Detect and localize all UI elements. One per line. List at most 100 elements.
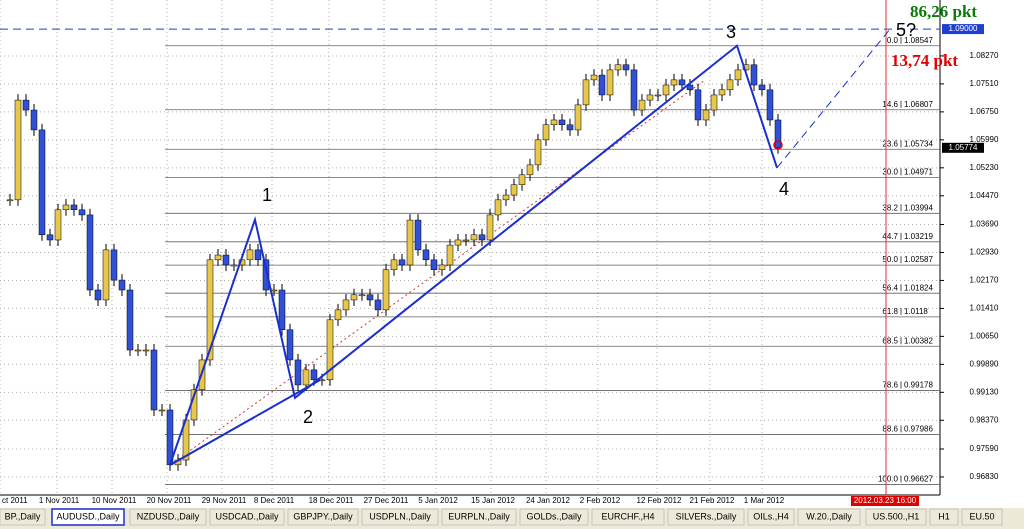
candle-body bbox=[750, 64, 758, 86]
chart-tab[interactable] bbox=[361, 508, 439, 526]
candle-body bbox=[510, 184, 518, 196]
candle-body bbox=[718, 89, 726, 96]
candle-body bbox=[230, 264, 238, 267]
candle-body bbox=[622, 64, 630, 71]
candle-body bbox=[758, 84, 766, 91]
candle-body bbox=[558, 119, 566, 126]
candle-body bbox=[246, 249, 254, 261]
chart-tab-label[interactable]: OILs.,H4 bbox=[753, 511, 789, 521]
chart-tab[interactable] bbox=[591, 508, 665, 526]
fib-price: 1.02587 bbox=[904, 255, 933, 264]
chart-tab-label[interactable]: AUDUSD.,Daily bbox=[56, 511, 120, 521]
candle-body bbox=[158, 409, 166, 412]
y-tick-label: 1.08270 bbox=[970, 51, 999, 60]
y-tick-label: 0.99130 bbox=[970, 387, 999, 396]
chart-tab[interactable] bbox=[865, 508, 927, 526]
candle-body bbox=[206, 259, 214, 361]
fib-price: 1.08547 bbox=[904, 36, 933, 45]
candle-body bbox=[526, 164, 534, 176]
chart-tab-label[interactable]: H1 bbox=[938, 511, 950, 521]
candle-body bbox=[118, 279, 126, 291]
chart-tab-label[interactable]: EURPLN.,Daily bbox=[448, 511, 510, 521]
alert-marker bbox=[773, 140, 783, 150]
y-tick-label: 1.01410 bbox=[970, 304, 999, 313]
fib-level: 30.0 bbox=[882, 167, 898, 176]
chart-tab-label[interactable]: NZDUSD.,Daily bbox=[137, 511, 200, 521]
x-tick-label: 5 Jan 2012 bbox=[418, 496, 458, 505]
candle-body bbox=[222, 254, 230, 266]
chart-tab-label[interactable]: BP.,Daily bbox=[5, 511, 41, 521]
candle-body bbox=[606, 69, 614, 96]
candle-body bbox=[70, 204, 78, 211]
annotation: 13,74 pkt bbox=[891, 51, 958, 70]
fib-level: 0.0 bbox=[887, 36, 899, 45]
chart-tab[interactable] bbox=[667, 508, 745, 526]
x-tick-label: 18 Dec 2011 bbox=[309, 496, 354, 505]
candle-body bbox=[486, 214, 494, 241]
fib-level: 44.7 bbox=[882, 232, 898, 241]
candle-body bbox=[638, 99, 646, 111]
price-marker-box bbox=[942, 24, 984, 35]
chart-tab-label[interactable]: USDCAD.,Daily bbox=[215, 511, 279, 521]
candle-body bbox=[278, 289, 286, 331]
candle-body bbox=[262, 259, 270, 291]
x-tick-label: 1 Nov 2011 bbox=[39, 496, 80, 505]
chart-tab[interactable] bbox=[519, 508, 589, 526]
wave-label: 1 bbox=[262, 185, 272, 205]
chart-tab[interactable] bbox=[747, 508, 795, 526]
candle-body bbox=[142, 349, 150, 352]
y-tick-label: 0.98370 bbox=[970, 415, 999, 424]
fib-level: 100.0 bbox=[878, 475, 899, 484]
chart-tab-label[interactable]: EURCHF.,H4 bbox=[601, 511, 654, 521]
fib-price: 1.01824 bbox=[904, 283, 933, 292]
chart-tab[interactable] bbox=[929, 508, 959, 526]
chart-tab-label[interactable]: US.500.,H1 bbox=[873, 511, 920, 521]
fib-level: 68.5 bbox=[882, 336, 898, 345]
chart-tab[interactable] bbox=[51, 508, 125, 526]
chart-tab[interactable] bbox=[441, 508, 517, 526]
x-tick-label: ct 2011 bbox=[2, 496, 28, 505]
chart-tab-label[interactable]: EU.50 bbox=[969, 511, 994, 521]
chart-tab[interactable] bbox=[0, 508, 46, 526]
candle-body bbox=[374, 299, 382, 311]
candle-body bbox=[390, 259, 398, 271]
x-tick-label: 29 Nov 2011 bbox=[202, 496, 247, 505]
chart-tab[interactable] bbox=[961, 508, 1003, 526]
y-tick-label: 1.05230 bbox=[970, 163, 999, 172]
price-marker-box bbox=[942, 142, 984, 153]
chart-tab-label[interactable]: USDPLN.,Daily bbox=[369, 511, 431, 521]
candle-body bbox=[38, 129, 46, 236]
fib-price: 1.00382 bbox=[904, 336, 933, 345]
chart-tab-label[interactable]: GOLDs.,Daily bbox=[526, 511, 582, 521]
candle-body bbox=[742, 64, 750, 71]
candle-body bbox=[334, 309, 342, 321]
chart-tab[interactable] bbox=[209, 508, 285, 526]
candle-body bbox=[454, 239, 462, 246]
candle-body bbox=[286, 329, 294, 361]
chart-tab[interactable] bbox=[287, 508, 359, 526]
candle-body bbox=[670, 79, 678, 86]
annotation: 86,26 pkt bbox=[910, 2, 977, 21]
y-tick-label: 0.97590 bbox=[970, 444, 999, 453]
fib-price: 1.04971 bbox=[904, 167, 933, 176]
chart-tab-label[interactable]: SILVERs.,Daily bbox=[676, 511, 737, 521]
candle-body bbox=[358, 294, 366, 297]
chart-tab[interactable] bbox=[797, 508, 861, 526]
candle-body bbox=[14, 99, 22, 201]
x-tick-label: 1 Mar 2012 bbox=[744, 496, 785, 505]
fib-level: 23.6 bbox=[882, 139, 898, 148]
candle-body bbox=[494, 199, 502, 216]
chart-tab-label[interactable]: GBPJPY.,Daily bbox=[293, 511, 353, 521]
x-tick-label: 21 Feb 2012 bbox=[690, 496, 735, 505]
candle-body bbox=[710, 94, 718, 111]
chart-tab[interactable] bbox=[129, 508, 207, 526]
chart-tab-label[interactable]: W.20.,Daily bbox=[806, 511, 852, 521]
y-tick-label: 1.05990 bbox=[970, 135, 999, 144]
price-marker-label: 1.09000 bbox=[949, 24, 978, 33]
candle-body bbox=[502, 194, 510, 201]
candle-body bbox=[462, 239, 470, 242]
candle-body bbox=[646, 94, 654, 101]
fib-price: 1.03994 bbox=[904, 203, 933, 212]
y-tick-label: 1.07510 bbox=[970, 79, 999, 88]
